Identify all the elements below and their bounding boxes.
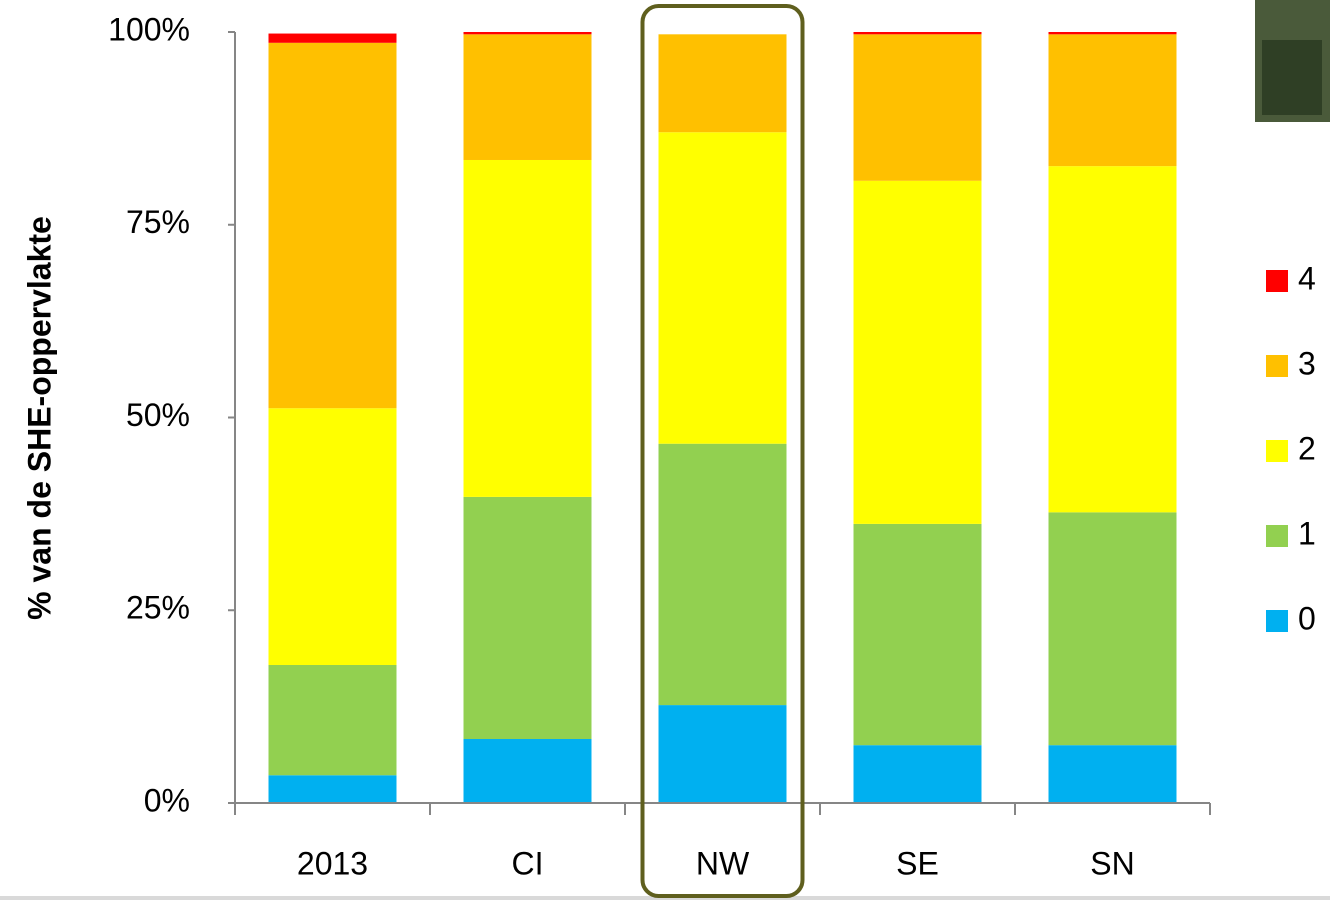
page: {"chart_data": {"type": "stacked-bar", "… bbox=[0, 0, 1330, 900]
bar-segment bbox=[659, 132, 787, 443]
legend-label: 3 bbox=[1298, 345, 1316, 381]
bar-segment bbox=[854, 32, 982, 34]
legend-swatch bbox=[1266, 525, 1288, 547]
y-axis-title: % van de SHE-oppervlakte bbox=[21, 216, 57, 620]
legend-label: 1 bbox=[1298, 515, 1316, 551]
bar-segment bbox=[659, 705, 787, 803]
bar-segment bbox=[464, 34, 592, 160]
bar-segment bbox=[1049, 745, 1177, 803]
y-tick-label: 25% bbox=[126, 590, 190, 626]
y-tick-label: 100% bbox=[108, 11, 190, 47]
y-tick-label: 0% bbox=[144, 782, 190, 818]
legend-label: 2 bbox=[1298, 430, 1316, 466]
bar-segment bbox=[269, 665, 397, 775]
legend-swatch bbox=[1266, 610, 1288, 632]
legend-label: 4 bbox=[1298, 260, 1316, 296]
bar-segment bbox=[269, 775, 397, 803]
legend-label: 0 bbox=[1298, 600, 1316, 636]
y-tick-label: 50% bbox=[126, 397, 190, 433]
bar-segment bbox=[854, 181, 982, 524]
bar-segment bbox=[1049, 32, 1177, 34]
bar-segment bbox=[854, 745, 982, 803]
bar-segment bbox=[269, 43, 397, 408]
bar-segment bbox=[659, 34, 787, 132]
bar-segment bbox=[464, 160, 592, 497]
bar-segment bbox=[659, 444, 787, 705]
bar-segment bbox=[269, 408, 397, 665]
bar-segment bbox=[1049, 34, 1177, 166]
x-tick-label: 2013 bbox=[297, 845, 368, 881]
legend-swatch bbox=[1266, 355, 1288, 377]
bar-segment bbox=[854, 34, 982, 180]
bar-segment bbox=[1049, 166, 1177, 512]
x-tick-label: NW bbox=[696, 845, 750, 881]
bar-segment bbox=[464, 497, 592, 739]
legend-swatch bbox=[1266, 270, 1288, 292]
bar-segment bbox=[269, 34, 397, 43]
x-tick-label: SN bbox=[1090, 845, 1134, 881]
x-tick-label: SE bbox=[896, 845, 939, 881]
bar-segment bbox=[464, 739, 592, 803]
x-tick-label: CI bbox=[512, 845, 544, 881]
chart: % van de SHE-oppervlakte 0% 25% 50% 75% 100%… bbox=[0, 0, 1330, 900]
legend-swatch bbox=[1266, 440, 1288, 462]
y-tick-label: 75% bbox=[126, 204, 190, 240]
bar-segment bbox=[854, 524, 982, 745]
bar-segment bbox=[1049, 512, 1177, 745]
photo-detail bbox=[1262, 40, 1322, 115]
bar-segment bbox=[464, 32, 592, 34]
